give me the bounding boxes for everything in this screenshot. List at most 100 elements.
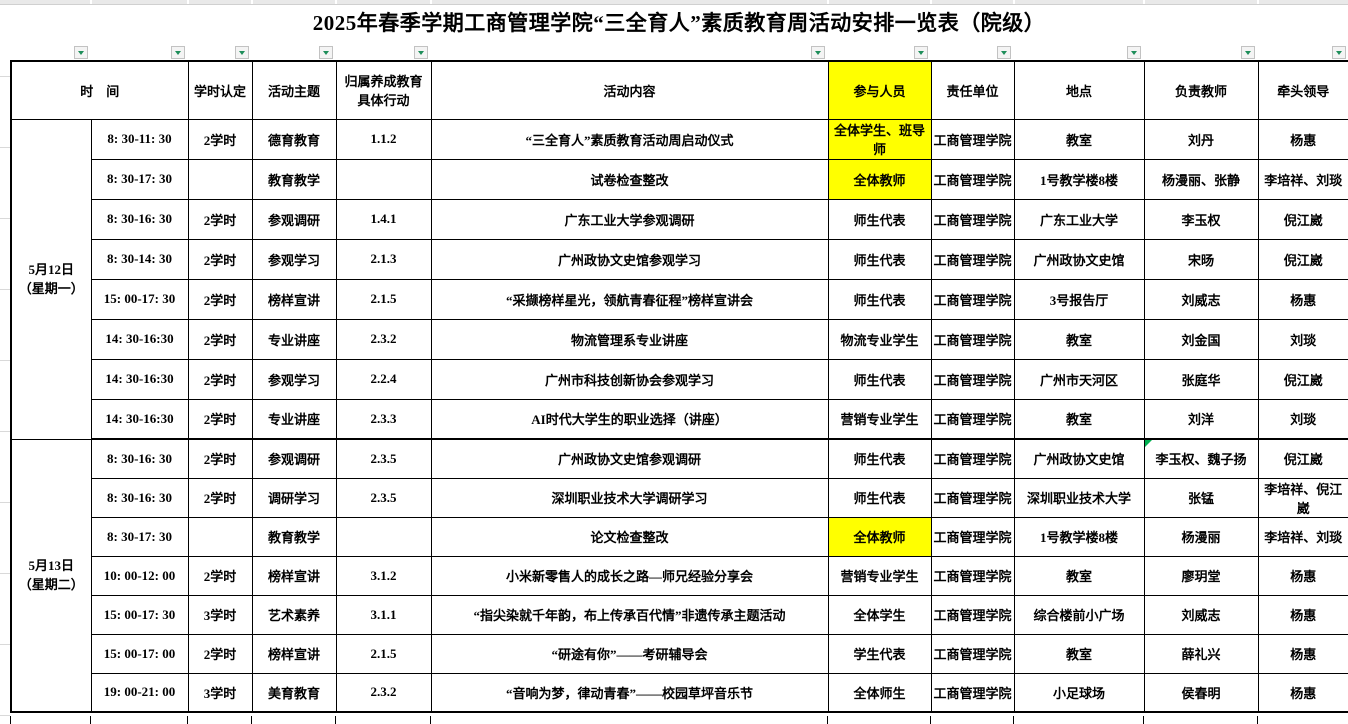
cell-hours[interactable]: 3学时: [187, 594, 253, 635]
col-header-time[interactable]: 时 间: [10, 60, 189, 120]
filter-dropdown-button[interactable]: [811, 46, 825, 59]
cell-theme[interactable]: 教育教学: [251, 158, 337, 200]
cell-hours[interactable]: [187, 516, 253, 557]
cell-unit[interactable]: 工商管理学院: [930, 318, 1015, 360]
cell-code[interactable]: 1.4.1: [335, 198, 432, 240]
cell-participants[interactable]: 全体学生、班导师: [827, 118, 932, 160]
filter-dropdown-button[interactable]: [171, 46, 185, 59]
cell-location[interactable]: 1号教学楼8楼: [1013, 158, 1145, 200]
cell-participants[interactable]: 学生代表: [827, 633, 932, 674]
cell-teacher[interactable]: 侯春明: [1143, 672, 1259, 713]
cell-leader[interactable]: 杨惠: [1257, 672, 1348, 713]
cell-hours[interactable]: 2学时: [187, 198, 253, 240]
cell-hours[interactable]: 2学时: [187, 398, 253, 440]
cell-time[interactable]: 15: 00-17: 00: [90, 633, 189, 674]
filter-dropdown-button[interactable]: [319, 46, 333, 59]
cell-location[interactable]: 教室: [1013, 118, 1145, 160]
cell-unit[interactable]: 工商管理学院: [930, 594, 1015, 635]
filter-dropdown-button[interactable]: [1332, 46, 1346, 59]
cell-leader[interactable]: 倪江崴: [1257, 358, 1348, 400]
cell-time[interactable]: 8: 30-16: 30: [90, 438, 189, 479]
filter-dropdown-button[interactable]: [414, 46, 428, 59]
cell-code[interactable]: 2.3.2: [335, 672, 432, 713]
cell-leader[interactable]: 李培祥、刘琰: [1257, 516, 1348, 557]
cell-content[interactable]: 广州政协文史馆参观调研: [430, 438, 829, 479]
cell-time[interactable]: 8: 30-17: 30: [90, 158, 189, 200]
cell-content[interactable]: AI时代大学生的职业选择（讲座）: [430, 398, 829, 440]
cell-teacher[interactable]: 张锰: [1143, 477, 1259, 518]
cell-teacher[interactable]: 杨漫丽、张静: [1143, 158, 1259, 200]
cell-location[interactable]: 教室: [1013, 633, 1145, 674]
cell-participants[interactable]: 全体师生: [827, 672, 932, 713]
cell-theme[interactable]: 参观调研: [251, 198, 337, 240]
cell-teacher[interactable]: 薛礼兴: [1143, 633, 1259, 674]
cell-hours[interactable]: 2学时: [187, 555, 253, 596]
col-header-location[interactable]: 地点: [1013, 60, 1145, 120]
filter-dropdown-button[interactable]: [74, 46, 88, 59]
cell-content[interactable]: “音响为梦，律动青春”——校园草坪音乐节: [430, 672, 829, 713]
col-header-theme[interactable]: 活动主题: [251, 60, 337, 120]
cell-unit[interactable]: 工商管理学院: [930, 118, 1015, 160]
cell-time[interactable]: 19: 00-21: 00: [90, 672, 189, 713]
date-cell[interactable]: 5月12日 （星期一）: [10, 118, 92, 440]
cell-leader[interactable]: 倪江崴: [1257, 198, 1348, 240]
cell-content[interactable]: 试卷检查整改: [430, 158, 829, 200]
filter-dropdown-button[interactable]: [235, 46, 249, 59]
cell-theme[interactable]: 德育教育: [251, 118, 337, 160]
cell-theme[interactable]: 调研学习: [251, 477, 337, 518]
filter-dropdown-button[interactable]: [1127, 46, 1141, 59]
cell-content[interactable]: “三全育人”素质教育活动周启动仪式: [430, 118, 829, 160]
cell-unit[interactable]: 工商管理学院: [930, 238, 1015, 280]
cell-code[interactable]: 2.1.3: [335, 238, 432, 280]
cell-unit[interactable]: 工商管理学院: [930, 278, 1015, 320]
cell-teacher[interactable]: 张庭华: [1143, 358, 1259, 400]
cell-theme[interactable]: 专业讲座: [251, 398, 337, 440]
filter-dropdown-button[interactable]: [997, 46, 1011, 59]
cell-participants[interactable]: 师生代表: [827, 358, 932, 400]
cell-location[interactable]: 教室: [1013, 398, 1145, 440]
col-header-content[interactable]: 活动内容: [430, 60, 829, 120]
cell-content[interactable]: 物流管理系专业讲座: [430, 318, 829, 360]
cell-code[interactable]: 1.1.2: [335, 118, 432, 160]
cell-unit[interactable]: 工商管理学院: [930, 198, 1015, 240]
cell-code[interactable]: 3.1.1: [335, 594, 432, 635]
cell-participants[interactable]: 师生代表: [827, 278, 932, 320]
cell-time[interactable]: 15: 00-17: 30: [90, 594, 189, 635]
cell-location[interactable]: 广东工业大学: [1013, 198, 1145, 240]
cell-location[interactable]: 1号教学楼8楼: [1013, 516, 1145, 557]
cell-location[interactable]: 教室: [1013, 318, 1145, 360]
cell-content[interactable]: “指尖染就千年韵，布上传承百代情”非遗传承主题活动: [430, 594, 829, 635]
cell-code[interactable]: 2.3.5: [335, 477, 432, 518]
cell-time[interactable]: 14: 30-16:30: [90, 318, 189, 360]
cell-content[interactable]: 广州政协文史馆参观学习: [430, 238, 829, 280]
cell-time[interactable]: 10: 00-12: 00: [90, 555, 189, 596]
cell-leader[interactable]: 倪江崴: [1257, 238, 1348, 280]
cell-leader[interactable]: 李培祥、倪江崴: [1257, 477, 1348, 518]
cell-teacher[interactable]: 杨漫丽: [1143, 516, 1259, 557]
cell-teacher[interactable]: 廖玥堂: [1143, 555, 1259, 596]
cell-unit[interactable]: 工商管理学院: [930, 438, 1015, 479]
cell-hours[interactable]: 2学时: [187, 318, 253, 360]
cell-code[interactable]: 2.3.3: [335, 398, 432, 440]
cell-leader[interactable]: 杨惠: [1257, 594, 1348, 635]
cell-teacher[interactable]: 刘金国: [1143, 318, 1259, 360]
cell-leader[interactable]: 倪江崴: [1257, 438, 1348, 479]
cell-leader[interactable]: 李培祥、刘琰: [1257, 158, 1348, 200]
cell-teacher[interactable]: 刘丹: [1143, 118, 1259, 160]
cell-teacher[interactable]: 李玉权、魏子扬: [1143, 438, 1259, 479]
cell-hours[interactable]: 2学时: [187, 358, 253, 400]
cell-unit[interactable]: 工商管理学院: [930, 516, 1015, 557]
cell-hours[interactable]: 2学时: [187, 438, 253, 479]
cell-unit[interactable]: 工商管理学院: [930, 555, 1015, 596]
cell-content[interactable]: “研途有你”——考研辅导会: [430, 633, 829, 674]
cell-theme[interactable]: 榜样宣讲: [251, 555, 337, 596]
cell-time[interactable]: 8: 30-16: 30: [90, 477, 189, 518]
cell-theme[interactable]: 参观学习: [251, 238, 337, 280]
cell-code[interactable]: 2.1.5: [335, 633, 432, 674]
cell-hours[interactable]: 2学时: [187, 278, 253, 320]
cell-unit[interactable]: 工商管理学院: [930, 477, 1015, 518]
cell-leader[interactable]: 刘琰: [1257, 398, 1348, 440]
cell-code[interactable]: 2.1.5: [335, 278, 432, 320]
cell-code[interactable]: [335, 158, 432, 200]
cell-participants[interactable]: 全体学生: [827, 594, 932, 635]
